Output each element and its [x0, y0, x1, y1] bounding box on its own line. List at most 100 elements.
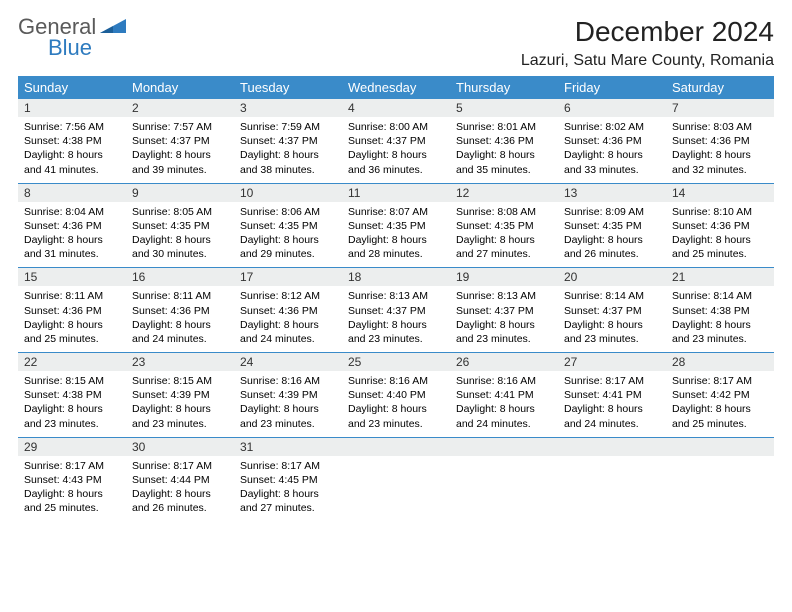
day-body-empty	[342, 456, 450, 516]
calendar-cell: 3Sunrise: 7:59 AMSunset: 4:37 PMDaylight…	[234, 99, 342, 183]
day-number: 30	[126, 438, 234, 456]
day-number: 4	[342, 99, 450, 117]
weekday-header: Tuesday	[234, 76, 342, 99]
day-number: 16	[126, 268, 234, 286]
weekday-header: Saturday	[666, 76, 774, 99]
calendar-cell: 28Sunrise: 8:17 AMSunset: 4:42 PMDayligh…	[666, 353, 774, 438]
calendar-head: SundayMondayTuesdayWednesdayThursdayFrid…	[18, 76, 774, 99]
day-number: 31	[234, 438, 342, 456]
day-number: 29	[18, 438, 126, 456]
calendar-cell: 13Sunrise: 8:09 AMSunset: 4:35 PMDayligh…	[558, 183, 666, 268]
calendar-cell: 19Sunrise: 8:13 AMSunset: 4:37 PMDayligh…	[450, 268, 558, 353]
day-number: 28	[666, 353, 774, 371]
day-number-empty	[450, 438, 558, 456]
day-number: 17	[234, 268, 342, 286]
calendar-cell	[558, 437, 666, 521]
logo-blue: Blue	[48, 37, 96, 59]
calendar-cell: 20Sunrise: 8:14 AMSunset: 4:37 PMDayligh…	[558, 268, 666, 353]
location: Lazuri, Satu Mare County, Romania	[521, 52, 774, 70]
day-number: 26	[450, 353, 558, 371]
calendar-cell: 26Sunrise: 8:16 AMSunset: 4:41 PMDayligh…	[450, 353, 558, 438]
header: General Blue December 2024 Lazuri, Satu …	[18, 16, 774, 70]
calendar-cell: 15Sunrise: 8:11 AMSunset: 4:36 PMDayligh…	[18, 268, 126, 353]
day-body: Sunrise: 8:17 AMSunset: 4:43 PMDaylight:…	[18, 456, 126, 522]
day-body: Sunrise: 8:17 AMSunset: 4:42 PMDaylight:…	[666, 371, 774, 437]
weekday-header: Thursday	[450, 76, 558, 99]
day-number: 6	[558, 99, 666, 117]
day-number: 2	[126, 99, 234, 117]
day-body-empty	[450, 456, 558, 516]
calendar-cell: 30Sunrise: 8:17 AMSunset: 4:44 PMDayligh…	[126, 437, 234, 521]
weekday-header: Wednesday	[342, 76, 450, 99]
day-number: 21	[666, 268, 774, 286]
day-body-empty	[558, 456, 666, 516]
logo-triangle-icon	[100, 19, 126, 42]
day-body: Sunrise: 8:14 AMSunset: 4:38 PMDaylight:…	[666, 286, 774, 352]
calendar-cell: 22Sunrise: 8:15 AMSunset: 4:38 PMDayligh…	[18, 353, 126, 438]
day-body: Sunrise: 8:11 AMSunset: 4:36 PMDaylight:…	[126, 286, 234, 352]
weekday-header: Sunday	[18, 76, 126, 99]
day-body: Sunrise: 8:12 AMSunset: 4:36 PMDaylight:…	[234, 286, 342, 352]
day-body-empty	[666, 456, 774, 516]
day-body: Sunrise: 7:59 AMSunset: 4:37 PMDaylight:…	[234, 117, 342, 183]
calendar-cell: 7Sunrise: 8:03 AMSunset: 4:36 PMDaylight…	[666, 99, 774, 183]
day-number: 1	[18, 99, 126, 117]
calendar-cell: 31Sunrise: 8:17 AMSunset: 4:45 PMDayligh…	[234, 437, 342, 521]
calendar-cell: 10Sunrise: 8:06 AMSunset: 4:35 PMDayligh…	[234, 183, 342, 268]
calendar-cell: 23Sunrise: 8:15 AMSunset: 4:39 PMDayligh…	[126, 353, 234, 438]
day-body: Sunrise: 8:17 AMSunset: 4:41 PMDaylight:…	[558, 371, 666, 437]
day-number: 14	[666, 184, 774, 202]
calendar-cell: 4Sunrise: 8:00 AMSunset: 4:37 PMDaylight…	[342, 99, 450, 183]
day-body: Sunrise: 7:56 AMSunset: 4:38 PMDaylight:…	[18, 117, 126, 183]
day-body: Sunrise: 8:13 AMSunset: 4:37 PMDaylight:…	[342, 286, 450, 352]
day-body: Sunrise: 8:07 AMSunset: 4:35 PMDaylight:…	[342, 202, 450, 268]
day-number: 5	[450, 99, 558, 117]
calendar-cell: 1Sunrise: 7:56 AMSunset: 4:38 PMDaylight…	[18, 99, 126, 183]
day-number: 15	[18, 268, 126, 286]
day-number: 10	[234, 184, 342, 202]
day-body: Sunrise: 8:14 AMSunset: 4:37 PMDaylight:…	[558, 286, 666, 352]
day-number: 23	[126, 353, 234, 371]
day-number-empty	[342, 438, 450, 456]
weekday-header: Monday	[126, 76, 234, 99]
calendar-cell: 18Sunrise: 8:13 AMSunset: 4:37 PMDayligh…	[342, 268, 450, 353]
day-body: Sunrise: 8:15 AMSunset: 4:39 PMDaylight:…	[126, 371, 234, 437]
calendar-cell: 5Sunrise: 8:01 AMSunset: 4:36 PMDaylight…	[450, 99, 558, 183]
calendar-cell: 25Sunrise: 8:16 AMSunset: 4:40 PMDayligh…	[342, 353, 450, 438]
calendar-cell	[666, 437, 774, 521]
day-body: Sunrise: 8:03 AMSunset: 4:36 PMDaylight:…	[666, 117, 774, 183]
day-body: Sunrise: 8:15 AMSunset: 4:38 PMDaylight:…	[18, 371, 126, 437]
calendar-cell	[450, 437, 558, 521]
day-body: Sunrise: 8:16 AMSunset: 4:40 PMDaylight:…	[342, 371, 450, 437]
calendar-table: SundayMondayTuesdayWednesdayThursdayFrid…	[18, 76, 774, 521]
day-number: 13	[558, 184, 666, 202]
day-body: Sunrise: 8:16 AMSunset: 4:39 PMDaylight:…	[234, 371, 342, 437]
day-body: Sunrise: 8:09 AMSunset: 4:35 PMDaylight:…	[558, 202, 666, 268]
day-body: Sunrise: 8:10 AMSunset: 4:36 PMDaylight:…	[666, 202, 774, 268]
day-body: Sunrise: 8:01 AMSunset: 4:36 PMDaylight:…	[450, 117, 558, 183]
day-body: Sunrise: 8:17 AMSunset: 4:44 PMDaylight:…	[126, 456, 234, 522]
calendar-cell: 24Sunrise: 8:16 AMSunset: 4:39 PMDayligh…	[234, 353, 342, 438]
calendar-cell: 8Sunrise: 8:04 AMSunset: 4:36 PMDaylight…	[18, 183, 126, 268]
day-number: 20	[558, 268, 666, 286]
day-body: Sunrise: 8:08 AMSunset: 4:35 PMDaylight:…	[450, 202, 558, 268]
day-number: 18	[342, 268, 450, 286]
day-number: 12	[450, 184, 558, 202]
day-number: 27	[558, 353, 666, 371]
calendar-cell: 16Sunrise: 8:11 AMSunset: 4:36 PMDayligh…	[126, 268, 234, 353]
calendar-cell: 17Sunrise: 8:12 AMSunset: 4:36 PMDayligh…	[234, 268, 342, 353]
day-body: Sunrise: 8:02 AMSunset: 4:36 PMDaylight:…	[558, 117, 666, 183]
day-body: Sunrise: 8:06 AMSunset: 4:35 PMDaylight:…	[234, 202, 342, 268]
logo: General Blue	[18, 16, 126, 59]
title-block: December 2024 Lazuri, Satu Mare County, …	[521, 16, 774, 70]
month-title: December 2024	[521, 16, 774, 48]
day-number: 9	[126, 184, 234, 202]
calendar-cell: 12Sunrise: 8:08 AMSunset: 4:35 PMDayligh…	[450, 183, 558, 268]
day-number: 22	[18, 353, 126, 371]
calendar-cell: 29Sunrise: 8:17 AMSunset: 4:43 PMDayligh…	[18, 437, 126, 521]
day-number: 24	[234, 353, 342, 371]
day-number: 3	[234, 99, 342, 117]
day-body: Sunrise: 8:04 AMSunset: 4:36 PMDaylight:…	[18, 202, 126, 268]
day-body: Sunrise: 8:13 AMSunset: 4:37 PMDaylight:…	[450, 286, 558, 352]
day-number: 19	[450, 268, 558, 286]
